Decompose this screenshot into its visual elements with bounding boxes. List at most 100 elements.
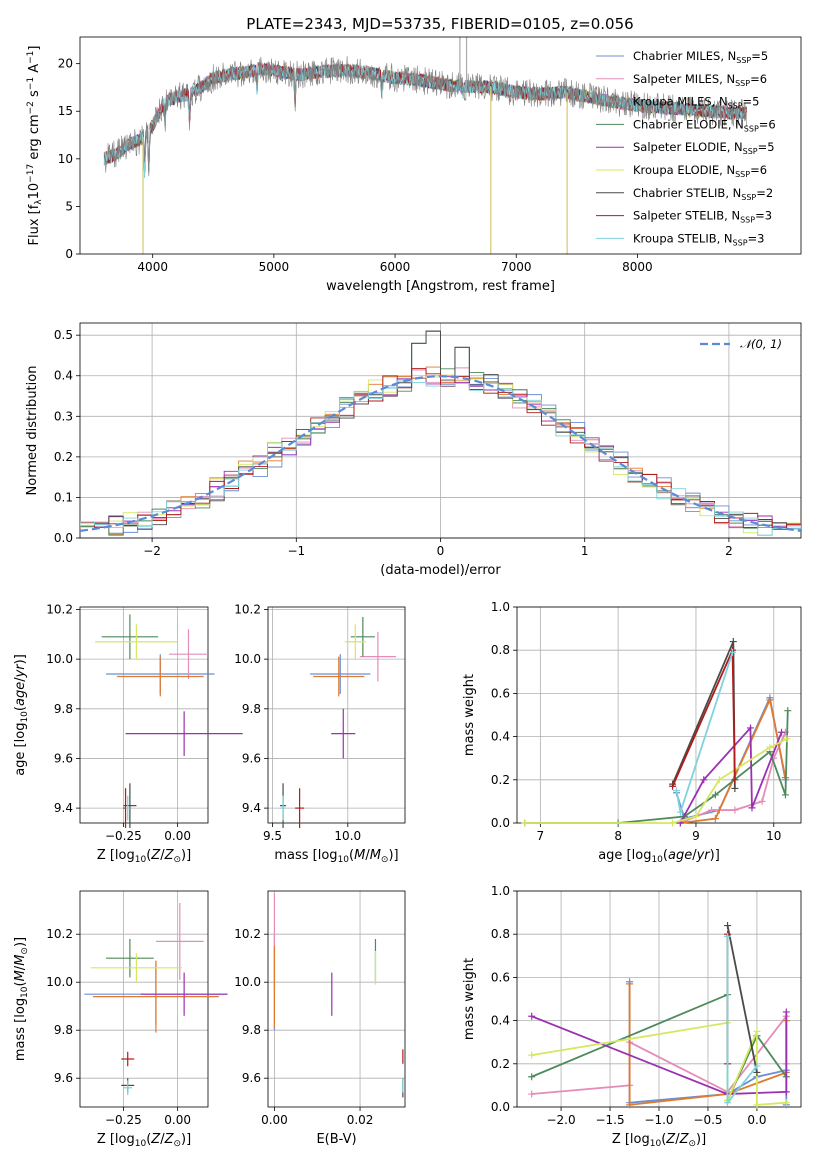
plot-frame xyxy=(267,606,406,824)
y-tick-label: 9.6 xyxy=(242,751,261,765)
weight-marker xyxy=(731,806,739,814)
x-axis-label: wavelength [Angstrom, rest frame] xyxy=(326,279,555,294)
x-tick-label: −1 xyxy=(287,544,305,558)
x-tick-label: 0.00 xyxy=(164,829,191,843)
weight-marker xyxy=(766,696,774,704)
y-tick-label: 9.6 xyxy=(54,1071,73,1085)
weight-marker xyxy=(724,932,732,940)
errorbar-point xyxy=(116,656,204,697)
weight-Z-panel: −2.0 −1.5 −1.0 −0.5 0.0 0.0 0.2 0.4 0.6 0.8 1.0 Z [… xyxy=(462,884,802,1149)
weight-marker xyxy=(711,791,719,799)
y-tick-label: 0.6 xyxy=(491,686,510,700)
y-tick-label: 9.8 xyxy=(54,702,73,716)
weight-marker xyxy=(729,638,737,646)
weight-marker xyxy=(781,791,789,799)
weight-marker xyxy=(783,735,791,743)
legend-entry: Kroupa STELIB, NSSP=3 xyxy=(633,231,764,247)
errorbar-point xyxy=(106,939,154,978)
weight-marker xyxy=(753,1068,761,1076)
y-tick-label: 0.2 xyxy=(54,450,73,464)
y-tick-label: 0.0 xyxy=(54,531,73,545)
plot-frame xyxy=(79,606,209,824)
y-tick-label: 1.0 xyxy=(491,600,510,614)
errorbar-point xyxy=(125,795,130,821)
errorbar-point xyxy=(295,788,305,828)
y-tick-label: 10.2 xyxy=(46,927,73,941)
x-tick-label: 0.00 xyxy=(261,1113,288,1127)
observed-spectrum xyxy=(103,56,747,177)
spectrum-panel: PLATE=2343, MJD=53735, FIBERID=0105, z=0… xyxy=(26,15,802,294)
weight-marker xyxy=(676,808,684,816)
mass-Z-panel: −0.25 0.00 9.6 9.8 10.0 10.2 Z [log10(Z/Z⊙)] ma… xyxy=(13,890,228,1149)
y-tick-label: 9.6 xyxy=(242,1071,261,1085)
spectrum-lines xyxy=(103,37,747,254)
y-tick-label: 9.8 xyxy=(242,1023,261,1037)
weight-marker xyxy=(731,776,739,784)
y-tick-label: 9.8 xyxy=(242,702,261,716)
weight-age-panel: 7 8 9 10 0.0 0.2 0.4 0.6 0.8 1.0 age [log10(age/yr… xyxy=(462,600,802,865)
errorbar-point xyxy=(125,711,243,756)
age-Z-panel: −0.25 0.00 9.4 9.6 9.8 10.0 10.2 Z [log10(Z/Z⊙)… xyxy=(13,602,243,865)
y-axis-label: Normed distribution xyxy=(25,366,40,496)
y-tick-label: 9.4 xyxy=(54,801,73,815)
mass-EBV-panel: 0.00 0.02 9.6 9.8 10.0 10.2 E(B-V) xyxy=(234,890,406,1147)
y-tick-label: 10.2 xyxy=(234,602,261,616)
errorbar-point xyxy=(155,903,204,980)
y-tick-label: 0.0 xyxy=(491,816,510,830)
errorbar-point xyxy=(350,616,375,657)
y-tick-label: 10.0 xyxy=(234,975,261,989)
weight-marker xyxy=(521,819,529,827)
weight-marker xyxy=(753,1062,761,1070)
weight-line xyxy=(680,731,787,824)
y-axis-label: Flux [fλ10−17 erg cm−2 s−1 A−1] xyxy=(26,46,44,246)
x-tick-label: −1.0 xyxy=(644,1113,673,1127)
errorbar-point xyxy=(168,629,208,679)
x-tick-label: 5000 xyxy=(259,260,290,274)
weight-marker xyxy=(669,782,677,790)
weight-marker xyxy=(711,815,719,823)
plot-frame xyxy=(79,890,209,1108)
errorbar-point xyxy=(280,795,287,821)
y-tick-label: 0.4 xyxy=(491,730,510,744)
y-tick-label: 0.4 xyxy=(54,369,73,383)
legend-entry: Kroupa MILES, NSSP=5 xyxy=(633,95,759,111)
y-tick-label: 10.0 xyxy=(234,652,261,666)
weight-marker xyxy=(753,1027,761,1035)
x-tick-label: 0.02 xyxy=(347,1113,374,1127)
plot-frame xyxy=(516,890,802,1108)
x-axis-label: age [log10(age/yr)] xyxy=(598,848,720,865)
weight-marker xyxy=(782,1008,790,1016)
plot-frame xyxy=(79,36,802,255)
y-tick-label: 15 xyxy=(58,104,73,118)
weight-marker xyxy=(669,819,677,827)
weight-marker xyxy=(782,1099,790,1107)
x-tick-label: 9.5 xyxy=(263,829,282,843)
x-axis-label: E(B-V) xyxy=(316,1132,356,1147)
histogram-8 xyxy=(80,379,801,536)
y-tick-label: 10 xyxy=(58,152,73,166)
weight-marker xyxy=(528,1073,536,1081)
errorbar-point xyxy=(123,1080,133,1095)
y-tick-label: 10.2 xyxy=(46,602,73,616)
legend-entry: Kroupa ELODIE, NSSP=6 xyxy=(633,163,767,179)
weight-marker xyxy=(758,797,766,805)
legend: Chabrier MILES, NSSP=5 Salpeter MILES, NS… xyxy=(596,49,776,247)
x-tick-label: −0.25 xyxy=(105,1113,142,1127)
x-tick-label: 6000 xyxy=(380,260,411,274)
weight-marker xyxy=(782,1088,790,1096)
weight-marker xyxy=(626,1101,634,1109)
errorbar-point xyxy=(331,708,356,759)
weight-marker xyxy=(724,922,732,930)
errorbar-point xyxy=(140,972,228,1016)
legend-entry: Salpeter STELIB, NSSP=3 xyxy=(633,209,772,225)
legend-entry: 𝒩(0, 1) xyxy=(740,337,782,351)
x-tick-label: −0.5 xyxy=(693,1113,722,1127)
x-tick-label: 0 xyxy=(437,544,445,558)
x-tick-label: 8 xyxy=(614,829,622,843)
weight-marker xyxy=(715,776,723,784)
x-axis-label: (data-model)/error xyxy=(380,563,501,578)
weight-marker xyxy=(700,776,708,784)
y-tick-label: 10.0 xyxy=(46,652,73,666)
x-tick-label: 7 xyxy=(537,829,545,843)
